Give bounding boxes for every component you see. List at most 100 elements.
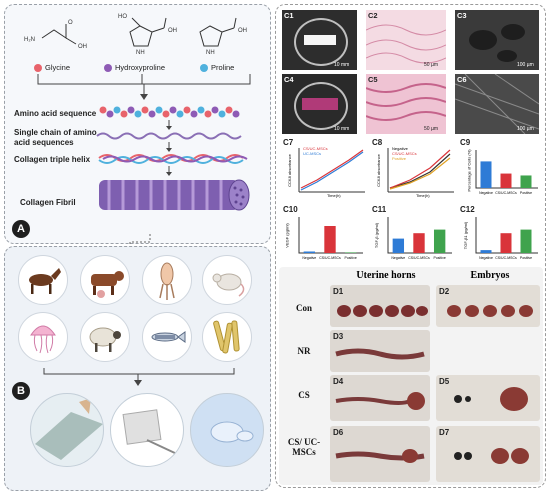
photo-d1-label: D1 bbox=[333, 287, 344, 296]
squid-icon bbox=[159, 262, 175, 300]
tile-c2-label: C2 bbox=[368, 11, 378, 20]
bar-1 bbox=[413, 233, 425, 253]
chart-c9-label: C9 bbox=[460, 138, 471, 147]
chart-c8-legend-1: Negative bbox=[392, 146, 408, 151]
source-jellyfish bbox=[18, 312, 68, 362]
photo-d6-label: D6 bbox=[333, 428, 344, 437]
tile-c1: C1 10 mm bbox=[282, 10, 357, 70]
source-squid bbox=[142, 255, 192, 305]
step-amino-acid-sequence: Amino acid sequence bbox=[14, 109, 97, 118]
merge-arrow-b-icon bbox=[43, 368, 235, 386]
photo-d2: D2 bbox=[436, 285, 540, 327]
tile-c5-scale: 50 µm bbox=[424, 126, 438, 132]
proline-dot-icon bbox=[200, 64, 208, 72]
bar-label-2: Positive bbox=[434, 256, 446, 260]
rat-icon bbox=[212, 273, 245, 297]
hydroxyproline-ho-text: HO bbox=[118, 14, 127, 20]
product-membrane bbox=[30, 393, 104, 467]
chart-c8-legend-2: CS/UC-MSCs bbox=[392, 151, 417, 156]
bar-2 bbox=[520, 175, 532, 188]
legend-proline: Proline bbox=[211, 63, 235, 72]
bar-label-0: Negative bbox=[391, 256, 405, 260]
chart-c7-ylabel: CCK8 absorbance bbox=[286, 154, 292, 187]
source-cattle bbox=[80, 255, 130, 305]
col-header-uterine: Uterine horns bbox=[356, 270, 416, 281]
chart-c12-plot: Negative CS/UC-MSCs Positive bbox=[475, 217, 538, 260]
bar-label-0: Negative bbox=[479, 256, 493, 260]
source-zebrafish bbox=[142, 312, 192, 362]
bar-label-1: CS/UC-MSCs bbox=[408, 256, 430, 260]
row-label-cs-ucmscs: CS/ UC-MSCs bbox=[287, 437, 321, 457]
source-horse bbox=[18, 255, 68, 305]
glycine-dot-icon bbox=[34, 64, 42, 72]
bar-label-2: Positive bbox=[520, 191, 532, 195]
panel-b-letter: B bbox=[12, 382, 30, 400]
bar-label-2: Positive bbox=[520, 256, 532, 260]
product-sponge bbox=[110, 393, 184, 467]
photo-d7: D7 bbox=[436, 426, 540, 482]
tile-c5-label: C5 bbox=[368, 75, 378, 84]
photo-d6: D6 bbox=[330, 426, 430, 482]
source-rat bbox=[202, 255, 252, 305]
photo-d5: D5 bbox=[436, 375, 540, 421]
row-label-nr: NR bbox=[297, 346, 311, 356]
collagen-sheet-icon bbox=[35, 398, 103, 460]
chart-c12: C12 TGF-β1 (pg/ml) Negative CS/UC-MSCs Pos… bbox=[460, 205, 542, 265]
tile-c6-label: C6 bbox=[457, 75, 467, 84]
proline-oh-text: OH bbox=[238, 28, 247, 34]
tile-c3-scale: 100 µm bbox=[517, 62, 534, 68]
tile-c4: C4 10 mm bbox=[282, 74, 357, 134]
tile-c2-scale: 50 µm bbox=[424, 62, 438, 68]
chart-c9-plot: Negative CS/UC-MSCs Positive bbox=[475, 150, 538, 195]
product-capsule bbox=[190, 393, 264, 467]
chart-c8-ylabel: CCK8 absorbance bbox=[375, 154, 381, 187]
tile-c3-label: C3 bbox=[457, 11, 467, 20]
chart-c8-legend-3: Positive bbox=[392, 156, 407, 161]
bar-label-0: Negative bbox=[479, 191, 493, 195]
bar-1 bbox=[500, 173, 512, 188]
row-label-con: Con bbox=[295, 303, 312, 313]
bar-0 bbox=[480, 250, 492, 253]
chart-c10-plot: Negative CS/UC-MSCs Positive bbox=[298, 217, 363, 260]
proline-nh-text: NH bbox=[206, 50, 215, 56]
hydroxyproline-nh-text: NH bbox=[136, 50, 145, 56]
chart-c8-xlabel: Time(h) bbox=[416, 193, 430, 198]
amino-acid-structures: H₂N OH O HO NH OH NH OH bbox=[24, 14, 247, 56]
source-sheep bbox=[80, 312, 130, 362]
legend-glycine: Glycine bbox=[45, 63, 71, 72]
chart-c9: C9 Percentage of Cells (%) Negative CS/UC… bbox=[460, 138, 542, 200]
tile-c6: C6 100 µm bbox=[455, 74, 539, 134]
sheep-icon bbox=[89, 327, 121, 352]
merge-arrow-icon bbox=[37, 74, 251, 100]
bar-1 bbox=[500, 233, 512, 253]
photo-d2-label: D2 bbox=[439, 287, 450, 296]
chart-c8-label: C8 bbox=[372, 138, 383, 147]
zebrafish-icon bbox=[151, 331, 186, 343]
chart-c11-label: C11 bbox=[372, 205, 387, 214]
row-label-cs: CS bbox=[298, 390, 310, 400]
tile-c1-label: C1 bbox=[284, 11, 294, 20]
photo-d4: D4 bbox=[330, 375, 430, 421]
tile-c4-label: C4 bbox=[284, 75, 294, 84]
chart-c7-legend-1: CS/UC-MSCs bbox=[303, 146, 328, 151]
photo-d3-label: D3 bbox=[333, 332, 344, 341]
bar-label-1: CS/UC-MSCs bbox=[319, 256, 341, 260]
bar-2 bbox=[344, 252, 357, 253]
hydroxyproline-dot-icon bbox=[104, 64, 112, 72]
photo-d1: D1 bbox=[330, 285, 430, 327]
chart-c7: C7 CS/UC-MSCs UC-MSCs Time(h) CCK8 absor… bbox=[283, 138, 367, 200]
photo-d3: D3 bbox=[330, 330, 430, 372]
panel-right bbox=[275, 4, 546, 488]
step-single-chain: Single chain of amino acid sequences bbox=[14, 128, 97, 147]
bar-label-1: CS/UC-MSCs bbox=[495, 191, 517, 195]
chart-c10: C10 VEGF (pg/ml) Negative CS/UC-MSCs Posit… bbox=[283, 205, 367, 265]
chart-c8: C8 Negative CS/UC-MSCs Positive Time(h) … bbox=[372, 138, 456, 200]
amino-acid-beads bbox=[99, 106, 240, 118]
tile-c5: C5 50 µm bbox=[366, 74, 446, 134]
amino-acid-legend: Glycine Hydroxyproline Proline bbox=[34, 63, 264, 75]
bar-0 bbox=[303, 251, 316, 253]
bar-label-0: Negative bbox=[302, 256, 316, 260]
chart-c11: C11 TGF-β (pg/ml) Negative CS/UC-MSCs Posi… bbox=[372, 205, 456, 265]
bar-0 bbox=[480, 161, 492, 188]
glycine-oh-text: OH bbox=[78, 44, 87, 50]
